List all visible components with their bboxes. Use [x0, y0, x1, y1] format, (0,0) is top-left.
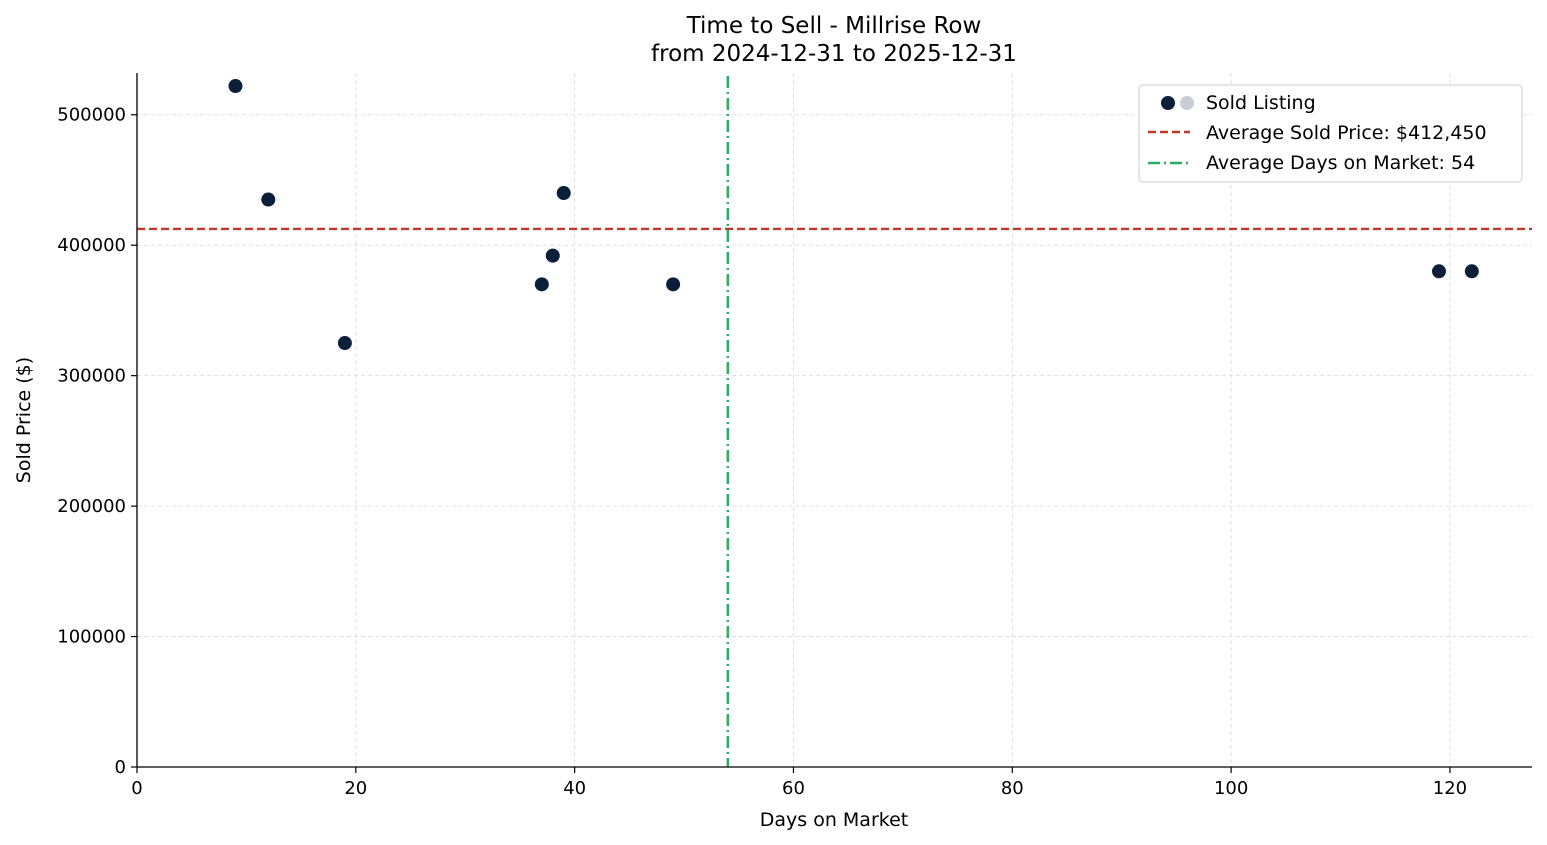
- y-ticks: 0 100000 200000 300000 400000 500000: [57, 105, 137, 778]
- x-ticks: 0 20 40 60 80 100 120: [131, 767, 1467, 799]
- legend-label-avg-days: Average Days on Market: 54: [1206, 152, 1475, 174]
- x-tick-label: 40: [563, 778, 586, 799]
- reference-lines: [137, 76, 1532, 767]
- y-tick-label: 500000: [57, 105, 126, 126]
- y-tick-label: 400000: [57, 235, 126, 256]
- x-tick-label: 0: [131, 778, 142, 799]
- data-point: [534, 277, 549, 292]
- x-tick-label: 80: [1001, 778, 1024, 799]
- y-axis-label: Sold Price ($): [13, 357, 35, 483]
- x-axis-label: Days on Market: [760, 809, 908, 831]
- x-tick-label: 100: [1214, 778, 1248, 799]
- axes: [136, 73, 1532, 768]
- legend-marker-sold: [1161, 96, 1175, 110]
- x-tick-label: 60: [782, 778, 805, 799]
- grid-layer: [137, 73, 1532, 767]
- x-tick-label: 120: [1433, 778, 1467, 799]
- legend-marker-secondary: [1180, 96, 1194, 110]
- legend-label-sold: Sold Listing: [1206, 92, 1316, 114]
- legend-label-avg-price: Average Sold Price: $412,450: [1206, 122, 1487, 144]
- legend: Sold Listing Average Sold Price: $412,45…: [1138, 84, 1523, 183]
- data-point: [261, 192, 276, 207]
- data-point: [228, 79, 243, 94]
- data-points: [228, 79, 1479, 351]
- data-point: [337, 336, 352, 351]
- chart-title-line2: from 2024-12-31 to 2025-12-31: [651, 41, 1017, 67]
- y-tick-label: 0: [115, 757, 126, 778]
- data-point: [1464, 264, 1479, 279]
- y-tick-label: 100000: [57, 627, 126, 648]
- legend-box: [1138, 84, 1523, 183]
- y-tick-label: 200000: [57, 496, 126, 517]
- x-tick-label: 20: [344, 778, 367, 799]
- data-point: [1432, 264, 1446, 279]
- data-point: [545, 248, 560, 263]
- data-point: [666, 277, 681, 292]
- data-point: [556, 186, 571, 201]
- chart-title-line1: Time to Sell - Millrise Row: [686, 13, 982, 39]
- y-tick-label: 300000: [57, 366, 126, 387]
